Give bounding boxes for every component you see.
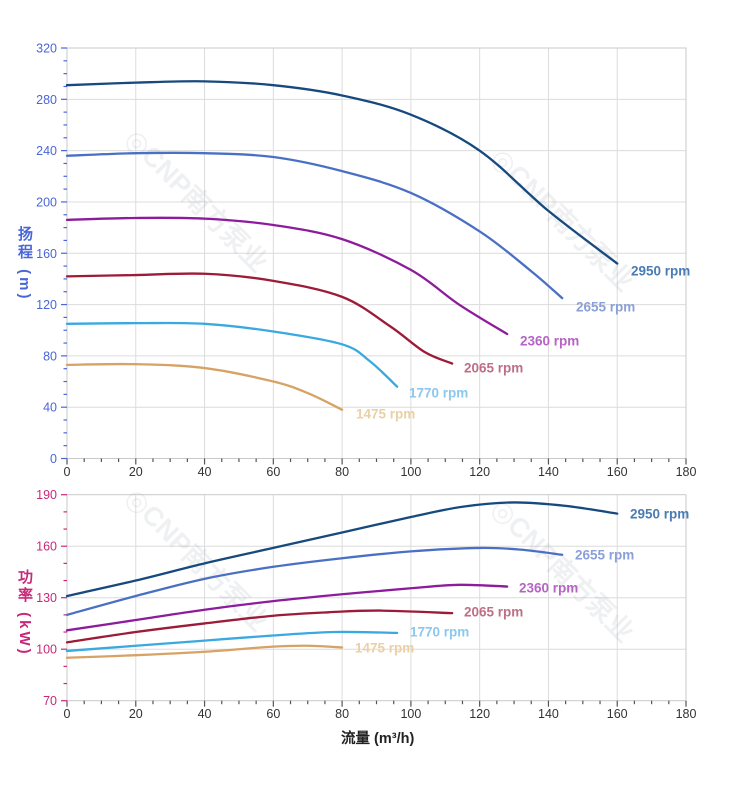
x-tick-label: 40 <box>198 465 212 479</box>
y-tick-label: 240 <box>36 144 57 158</box>
curve-2360rpm-power-vs-flow <box>65 583 509 632</box>
x-tick-label: 120 <box>469 465 490 479</box>
x-tick-label: 20 <box>129 707 143 721</box>
rpm-label-2950-head-vs-flow: 2950 rpm <box>631 264 690 279</box>
curve-2950rpm-power-vs-flow <box>65 501 619 598</box>
y-tick-label: 40 <box>43 401 57 415</box>
y-tick-label: 70 <box>43 694 57 708</box>
curve-2065rpm-power-vs-flow <box>65 609 454 644</box>
rpm-label-1770-power-vs-flow: 1770 rpm <box>410 625 469 640</box>
x-tick-label: 20 <box>129 465 143 479</box>
curve-1475rpm-power-vs-flow <box>65 644 344 659</box>
curve-2065rpm-head-vs-flow <box>65 272 454 365</box>
x-tick-label: 60 <box>266 707 280 721</box>
rpm-label-1475-head-vs-flow: 1475 rpm <box>356 407 415 422</box>
y-tick-label: 80 <box>43 349 57 363</box>
x-tick-label: 120 <box>469 707 490 721</box>
flow-axis-title: 流量 (m³/h) <box>341 731 415 747</box>
x-tick-label: 180 <box>676 465 697 479</box>
curve-1770rpm-power-vs-flow <box>65 630 399 653</box>
x-tick-label: 0 <box>64 707 71 721</box>
rpm-label-2065-power-vs-flow: 2065 rpm <box>464 605 523 620</box>
y-tick-label: 100 <box>36 643 57 657</box>
x-tick-label: 40 <box>198 707 212 721</box>
x-tick-label: 60 <box>266 465 280 479</box>
curve-2950rpm-head-vs-flow <box>65 80 619 265</box>
rpm-label-1770-head-vs-flow: 1770 rpm <box>409 386 468 401</box>
x-tick-label: 0 <box>64 465 71 479</box>
y-tick-label: 200 <box>36 195 57 209</box>
y-tick-label: 190 <box>36 488 57 502</box>
y-tick-label: 160 <box>36 540 57 554</box>
power-axis-title: 功率 (kW) <box>16 569 33 657</box>
x-tick-label: 160 <box>607 707 628 721</box>
rpm-label-2655-power-vs-flow: 2655 rpm <box>575 548 634 563</box>
rpm-label-2360-head-vs-flow: 2360 rpm <box>520 334 579 349</box>
y-tick-label: 130 <box>36 591 57 605</box>
curve-1475rpm-head-vs-flow <box>65 362 344 411</box>
curve-1770rpm-head-vs-flow <box>65 321 399 388</box>
y-tick-label: 280 <box>36 93 57 107</box>
curve-2655rpm-power-vs-flow <box>65 546 564 617</box>
rpm-label-1475-power-vs-flow: 1475 rpm <box>355 641 414 656</box>
rpm-label-2950-power-vs-flow: 2950 rpm <box>630 507 689 522</box>
curve-2360rpm-head-vs-flow <box>65 216 509 336</box>
x-tick-label: 140 <box>538 465 559 479</box>
head-axis-title: 扬程 (m) <box>16 226 33 302</box>
x-tick-label: 180 <box>676 707 697 721</box>
x-tick-label: 100 <box>400 707 421 721</box>
x-tick-label: 100 <box>400 465 421 479</box>
x-tick-label: 160 <box>607 465 628 479</box>
x-tick-label: 140 <box>538 707 559 721</box>
x-tick-label: 80 <box>335 707 349 721</box>
watermark: ◎CNP南方泵业 <box>119 482 274 637</box>
rpm-label-2360-power-vs-flow: 2360 rpm <box>519 581 578 596</box>
rpm-label-2655-head-vs-flow: 2655 rpm <box>576 300 635 315</box>
rpm-label-2065-head-vs-flow: 2065 rpm <box>464 361 523 376</box>
y-tick-label: 0 <box>50 452 57 466</box>
curve-2655rpm-head-vs-flow <box>65 151 564 300</box>
y-tick-label: 320 <box>36 42 57 56</box>
watermark: ◎CNP南方泵业 <box>119 123 274 278</box>
y-tick-label: 120 <box>36 298 57 312</box>
x-tick-label: 80 <box>335 465 349 479</box>
y-tick-label: 160 <box>36 247 57 261</box>
